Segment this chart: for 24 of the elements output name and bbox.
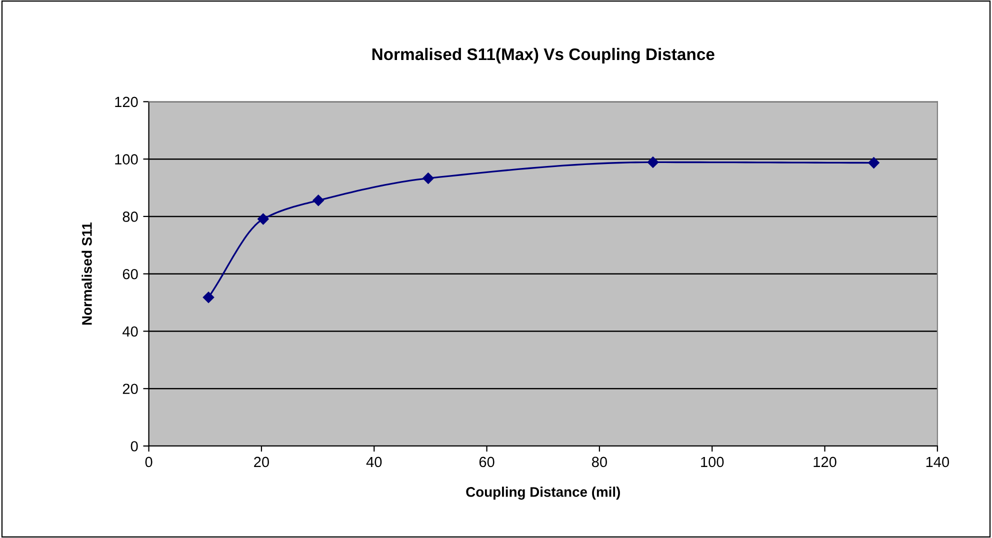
y-tick-label: 100 <box>115 154 138 164</box>
x-tick-label: 20 <box>254 456 270 468</box>
point <box>647 156 659 168</box>
x-tick-label: 100 <box>701 456 724 468</box>
x-tick-label: 40 <box>366 456 382 468</box>
x-tick-label: 80 <box>592 456 607 468</box>
x-tick-label: 140 <box>926 456 950 468</box>
x-tick-label: 60 <box>479 456 494 468</box>
x-tick-label: 120 <box>814 456 836 468</box>
y-axis-title: Normalised S11 <box>82 222 92 325</box>
y-tick-label: 80 <box>122 212 138 222</box>
x-tick-label: 0 <box>145 456 152 468</box>
chart-title: Normalised S11(Max) Vs Coupling Distance <box>372 48 714 64</box>
y-tick-label: 60 <box>122 268 138 280</box>
point <box>312 194 324 206</box>
point <box>868 157 880 168</box>
x-axis-title: Coupling Distance (mil) <box>466 486 620 500</box>
y-tick-label: 0 <box>130 441 138 452</box>
point <box>258 213 269 225</box>
y-tick-label: 40 <box>122 326 138 337</box>
y-tick-label: 20 <box>122 384 138 394</box>
point <box>422 172 434 184</box>
point <box>202 292 214 303</box>
y-tick-label: 120 <box>115 96 138 108</box>
